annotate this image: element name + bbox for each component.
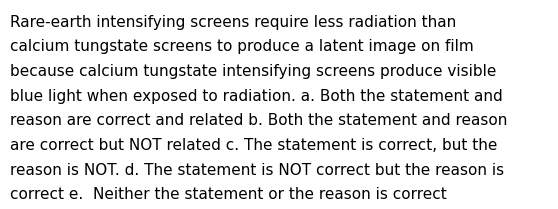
Text: blue light when exposed to radiation. a. Both the statement and: blue light when exposed to radiation. a.… bbox=[10, 89, 503, 104]
Text: because calcium tungstate intensifying screens produce visible: because calcium tungstate intensifying s… bbox=[10, 64, 497, 79]
Text: are correct but NOT related c. The statement is correct, but the: are correct but NOT related c. The state… bbox=[10, 138, 497, 153]
Text: calcium tungstate screens to produce a latent image on film: calcium tungstate screens to produce a l… bbox=[10, 39, 474, 54]
Text: reason are correct and related b. Both the statement and reason: reason are correct and related b. Both t… bbox=[10, 113, 507, 128]
Text: correct e.  Neither the statement or the reason is correct: correct e. Neither the statement or the … bbox=[10, 187, 447, 202]
Text: reason is NOT. d. The statement is NOT correct but the reason is: reason is NOT. d. The statement is NOT c… bbox=[10, 163, 504, 178]
Text: Rare-earth intensifying screens require less radiation than: Rare-earth intensifying screens require … bbox=[10, 15, 456, 30]
